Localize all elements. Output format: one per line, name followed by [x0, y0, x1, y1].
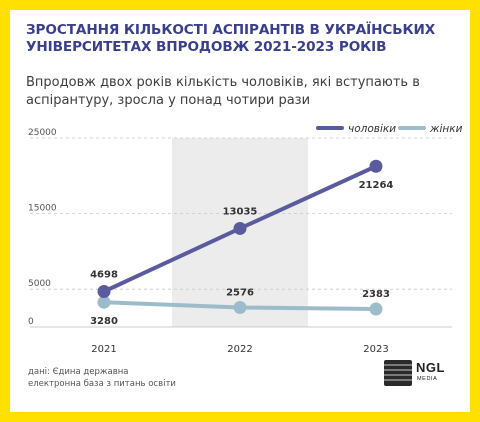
series-0-data-label-2023: 21264: [359, 180, 394, 191]
logo-subtext: MEDIA: [417, 376, 438, 382]
ngl-media-logo: NGL MEDIA: [384, 358, 444, 388]
x-tick-label-2023: 2023: [363, 344, 388, 355]
series-0-point-2023: [369, 159, 383, 173]
source-line-1: дані: Єдина державна: [28, 367, 129, 377]
series-0-point-2021: [97, 284, 111, 298]
y-tick-label-5000: 5000: [28, 279, 51, 289]
y-tick-label-0: 0: [28, 317, 34, 327]
logo-mark-icon: [384, 360, 412, 386]
series-1-data-label-2023: 2383: [362, 289, 390, 300]
series-1-point-2023: [369, 302, 383, 316]
chart-subtitle: Впродовж двох років кількість чоловіків,…: [26, 75, 420, 108]
series-1-point-2022: [233, 301, 247, 315]
legend-label-0: чоловіки: [348, 123, 396, 135]
series-1-data-label-2021: 3280: [90, 316, 118, 327]
series-1-data-label-2022: 2576: [226, 288, 254, 299]
series-0-data-label-2022: 13035: [223, 206, 258, 217]
y-tick-label-15000: 15000: [28, 204, 57, 214]
x-tick-label-2021: 2021: [91, 344, 116, 355]
x-tick-label-2022: 2022: [227, 344, 252, 355]
series-0-point-2022: [233, 221, 247, 235]
logo-text: NGL: [416, 360, 445, 375]
series-1-point-2021: [97, 295, 111, 309]
chart-title: ЗРОСТАННЯ КІЛЬКОСТІ АСПІРАНТІВ В УКРАЇНС…: [26, 22, 436, 55]
y-tick-label-25000: 25000: [28, 128, 57, 138]
source-note: дані: Єдина державна електронна база з п…: [28, 366, 328, 390]
source-line-2: електронна база з питань освіти: [28, 379, 176, 389]
series-0-data-label-2021: 4698: [90, 269, 118, 280]
legend-label-1: жінки: [429, 123, 463, 135]
